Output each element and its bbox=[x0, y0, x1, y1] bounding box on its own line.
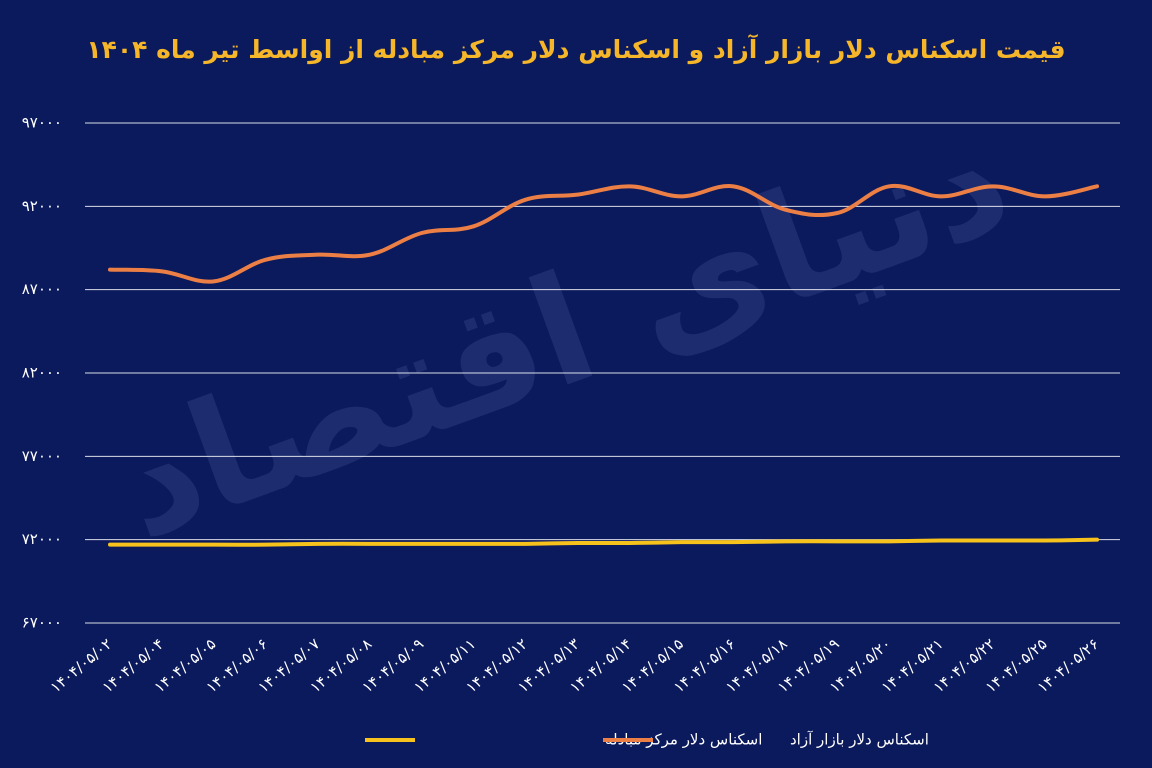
legend-label: اسکناس دلار بازار آزاد bbox=[790, 731, 929, 749]
series-line bbox=[108, 183, 1099, 284]
chart-title: قیمت اسکناس دلار بازار آزاد و اسکناس دلا… bbox=[86, 34, 1065, 65]
y-tick-label: ۷۲۰۰۰ bbox=[22, 530, 62, 548]
legend-label: اسکناس دلار مرکز مبادله bbox=[605, 731, 762, 749]
y-tick-label: ۹۲۰۰۰ bbox=[22, 197, 62, 215]
y-tick-label: ۸۷۰۰۰ bbox=[22, 280, 62, 298]
y-tick-label: ۸۲۰۰۰ bbox=[22, 364, 62, 382]
y-tick-label: ۶۷۰۰۰ bbox=[22, 614, 62, 632]
y-tick-label: ۷۷۰۰۰ bbox=[22, 447, 62, 465]
y-tick-label: ۹۷۰۰۰ bbox=[22, 114, 62, 132]
series-line bbox=[108, 537, 1099, 547]
